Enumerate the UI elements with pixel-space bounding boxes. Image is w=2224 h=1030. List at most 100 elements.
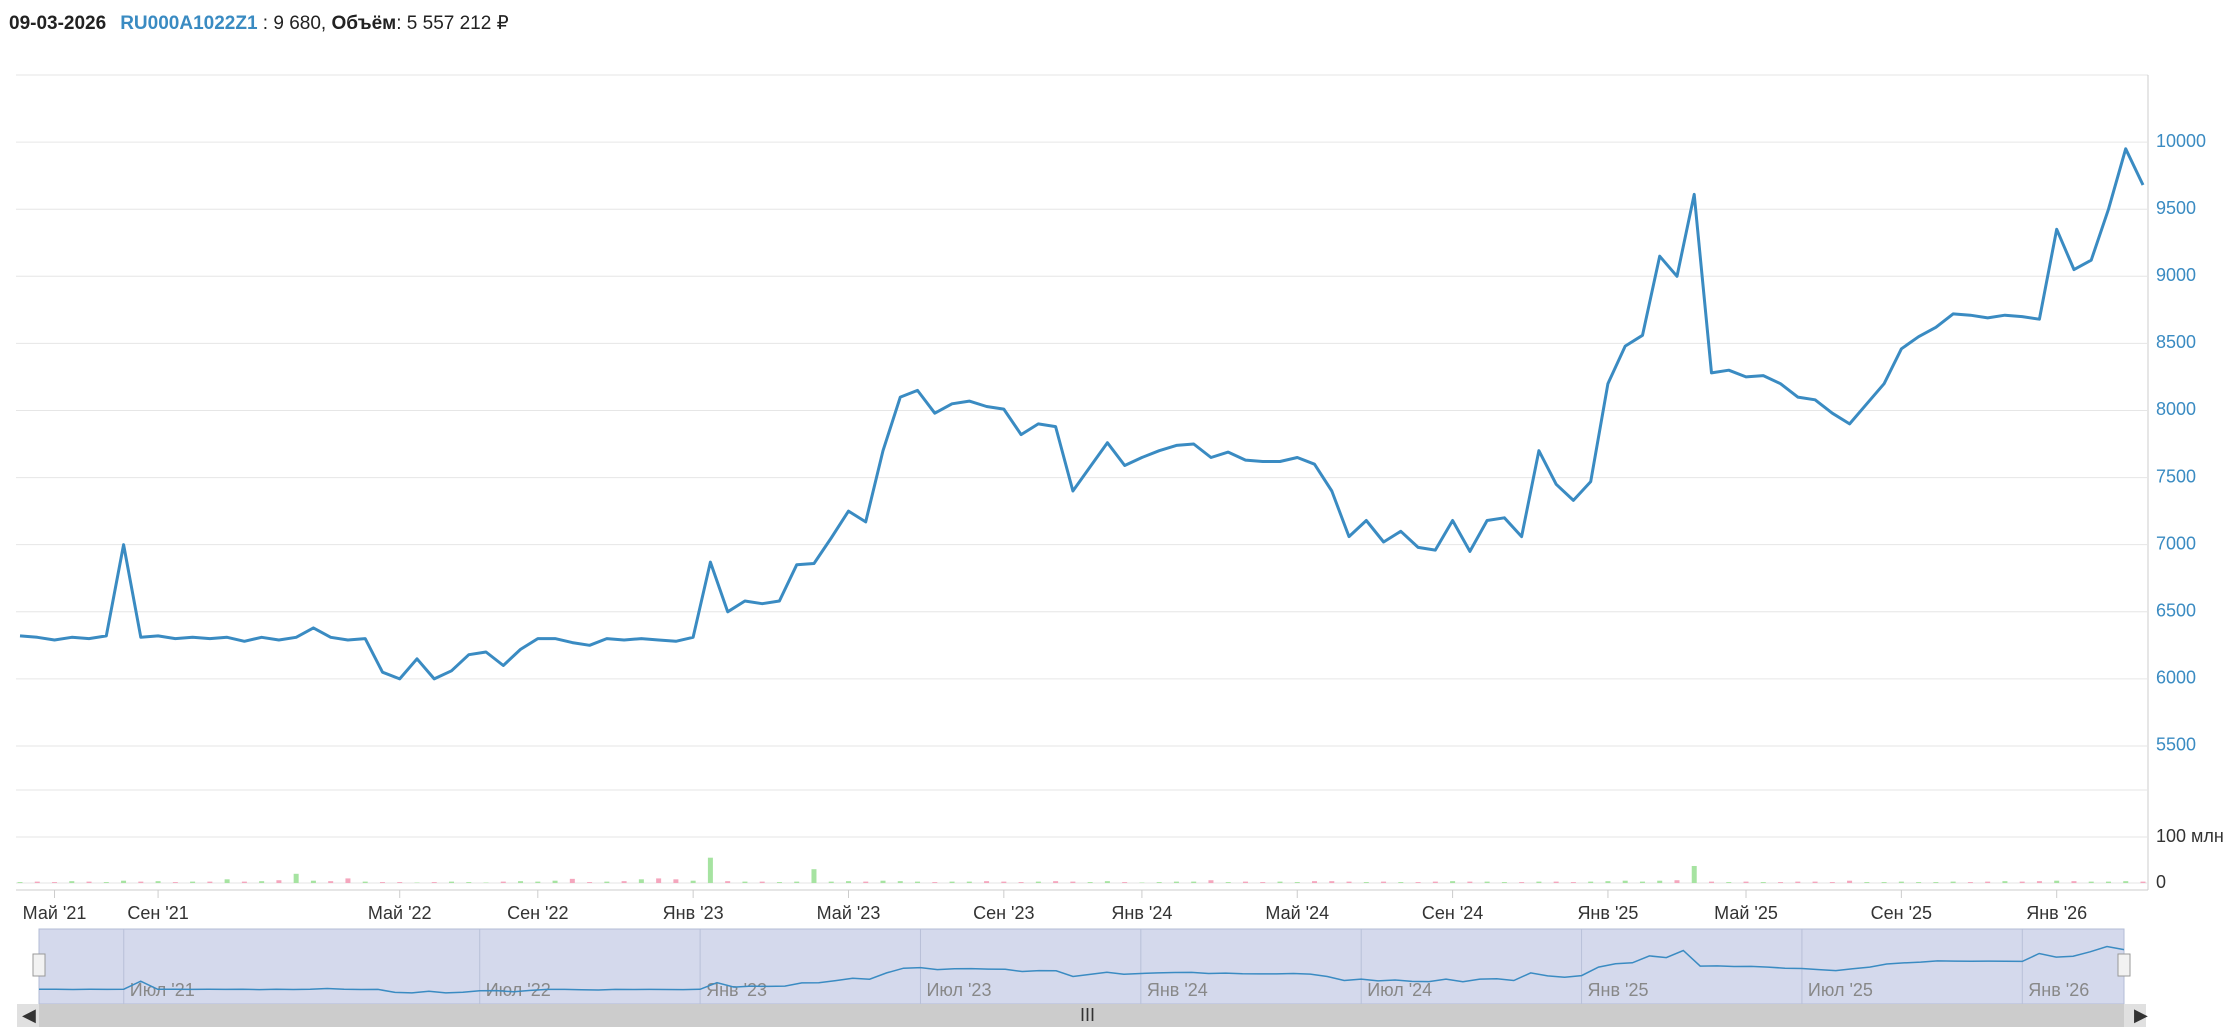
volume-bar (1450, 881, 1456, 883)
volume-bar (1795, 881, 1801, 883)
volume-bar (1588, 881, 1594, 883)
volume-bar (1260, 882, 1266, 883)
x-tick-label: Янв '25 (1577, 903, 1638, 923)
x-tick-label: Сен '23 (973, 903, 1034, 923)
volume-bar (224, 879, 230, 883)
volume-bar (1622, 880, 1628, 883)
volume-bar (1881, 882, 1887, 883)
navigator-label: Янв '25 (1588, 980, 1649, 1000)
volume-bar (1553, 881, 1559, 883)
volume-bar (1605, 881, 1611, 883)
volume-bar (1726, 882, 1732, 883)
volume-bar (638, 879, 644, 883)
navigator-label: Июл '22 (486, 980, 551, 1000)
volume-bar (1242, 881, 1248, 883)
scrollbar-thumb[interactable] (39, 1004, 2124, 1027)
volume-bar (1674, 880, 1680, 883)
x-tick-label: Янв '23 (663, 903, 724, 923)
volume-bar (1346, 881, 1352, 883)
x-tick-label: Сен '24 (1422, 903, 1483, 923)
volume-bar (604, 881, 610, 883)
volume-bar (2123, 881, 2129, 883)
date: 09-03-2026 (9, 13, 107, 34)
volume-bar (1536, 881, 1542, 883)
volume-bar (2088, 881, 2094, 883)
volume-bar (915, 881, 921, 883)
x-tick-label: Янв '24 (1111, 903, 1172, 923)
volume-bar (1104, 881, 1110, 883)
volume-bar (811, 869, 817, 883)
volume-bar (259, 881, 265, 883)
volume-bar (1432, 881, 1438, 883)
x-tick-label: Сен '22 (507, 903, 568, 923)
volume-bar (207, 881, 213, 883)
volume-bar (1985, 881, 1991, 883)
volume-bar (518, 881, 524, 883)
volume-label: Объём (331, 13, 397, 34)
volume-bar (1053, 881, 1059, 883)
volume-bar (845, 881, 851, 883)
navigator-handle[interactable] (32, 953, 46, 977)
y-tick-label: 10000 (2156, 131, 2206, 151)
volume-bar (1743, 881, 1749, 883)
volume-bar (190, 881, 196, 883)
volume-bar (966, 881, 972, 883)
volume-bar (742, 881, 748, 883)
volume-bar (155, 881, 161, 883)
volume: : 5 557 212 ₽ (396, 13, 509, 34)
y-tick-label: 8000 (2156, 399, 2196, 419)
navigator-label: Янв '26 (2028, 980, 2089, 1000)
volume-bar (52, 882, 58, 883)
scrollbar-grip: III (1080, 1005, 1095, 1025)
volume-bar (1691, 865, 1697, 883)
y-tick-label: 7000 (2156, 533, 2196, 553)
volume-bar (276, 880, 282, 883)
volume-bar (552, 880, 558, 883)
price-line (19, 147, 2145, 681)
volume-bar (1570, 882, 1576, 883)
volume-bar (673, 879, 679, 883)
y-tick-label: 100 млн (2156, 826, 2224, 846)
volume-bar (1018, 882, 1024, 883)
volume-bar (1898, 881, 1904, 883)
volume-bar (2019, 881, 2025, 883)
navigator-label: Июл '25 (1808, 980, 1873, 1000)
volume-bar (2036, 881, 2042, 883)
volume-bar (794, 881, 800, 883)
navigator-label: Янв '24 (1147, 980, 1208, 1000)
scroll-right[interactable]: ▶ (2134, 1005, 2148, 1025)
volume-bar (138, 881, 144, 883)
header: 09-03-2026 RU000A1022Z1 : 9 680, Объём: 5… (9, 12, 509, 35)
volume-bar (1950, 881, 1956, 883)
volume-bar (2105, 881, 2111, 883)
volume-bar (1967, 882, 1973, 883)
volume-bar (690, 880, 696, 883)
volume-bar (1467, 881, 1473, 883)
volume-bar (1329, 881, 1335, 883)
navigator-handle[interactable] (2117, 953, 2131, 977)
volume-bar (1708, 881, 1714, 883)
volume-bar (500, 881, 506, 883)
x-tick-label: Сен '21 (127, 903, 188, 923)
x-tick-label: Май '25 (1714, 903, 1778, 923)
volume-bar (1484, 881, 1490, 883)
volume-bar (1760, 882, 1766, 883)
volume-bar (1070, 881, 1076, 883)
volume-bar (379, 882, 385, 883)
volume-bar (656, 878, 662, 883)
volume-bar (172, 882, 178, 883)
volume-bar (1398, 882, 1404, 883)
y-tick-label: 6000 (2156, 668, 2196, 688)
volume-bar (897, 881, 903, 883)
volume-bar (1294, 882, 1300, 883)
scroll-left[interactable]: ◀ (22, 1005, 36, 1025)
volume-bar (776, 882, 782, 883)
volume-bar (1225, 882, 1231, 883)
volume-bar (1035, 881, 1041, 883)
volume-bar (2002, 881, 2008, 883)
volume-bar (1312, 881, 1318, 883)
y-tick-label: 6500 (2156, 601, 2196, 621)
volume-bar (1191, 881, 1197, 883)
x-tick-label: Май '24 (1265, 903, 1329, 923)
